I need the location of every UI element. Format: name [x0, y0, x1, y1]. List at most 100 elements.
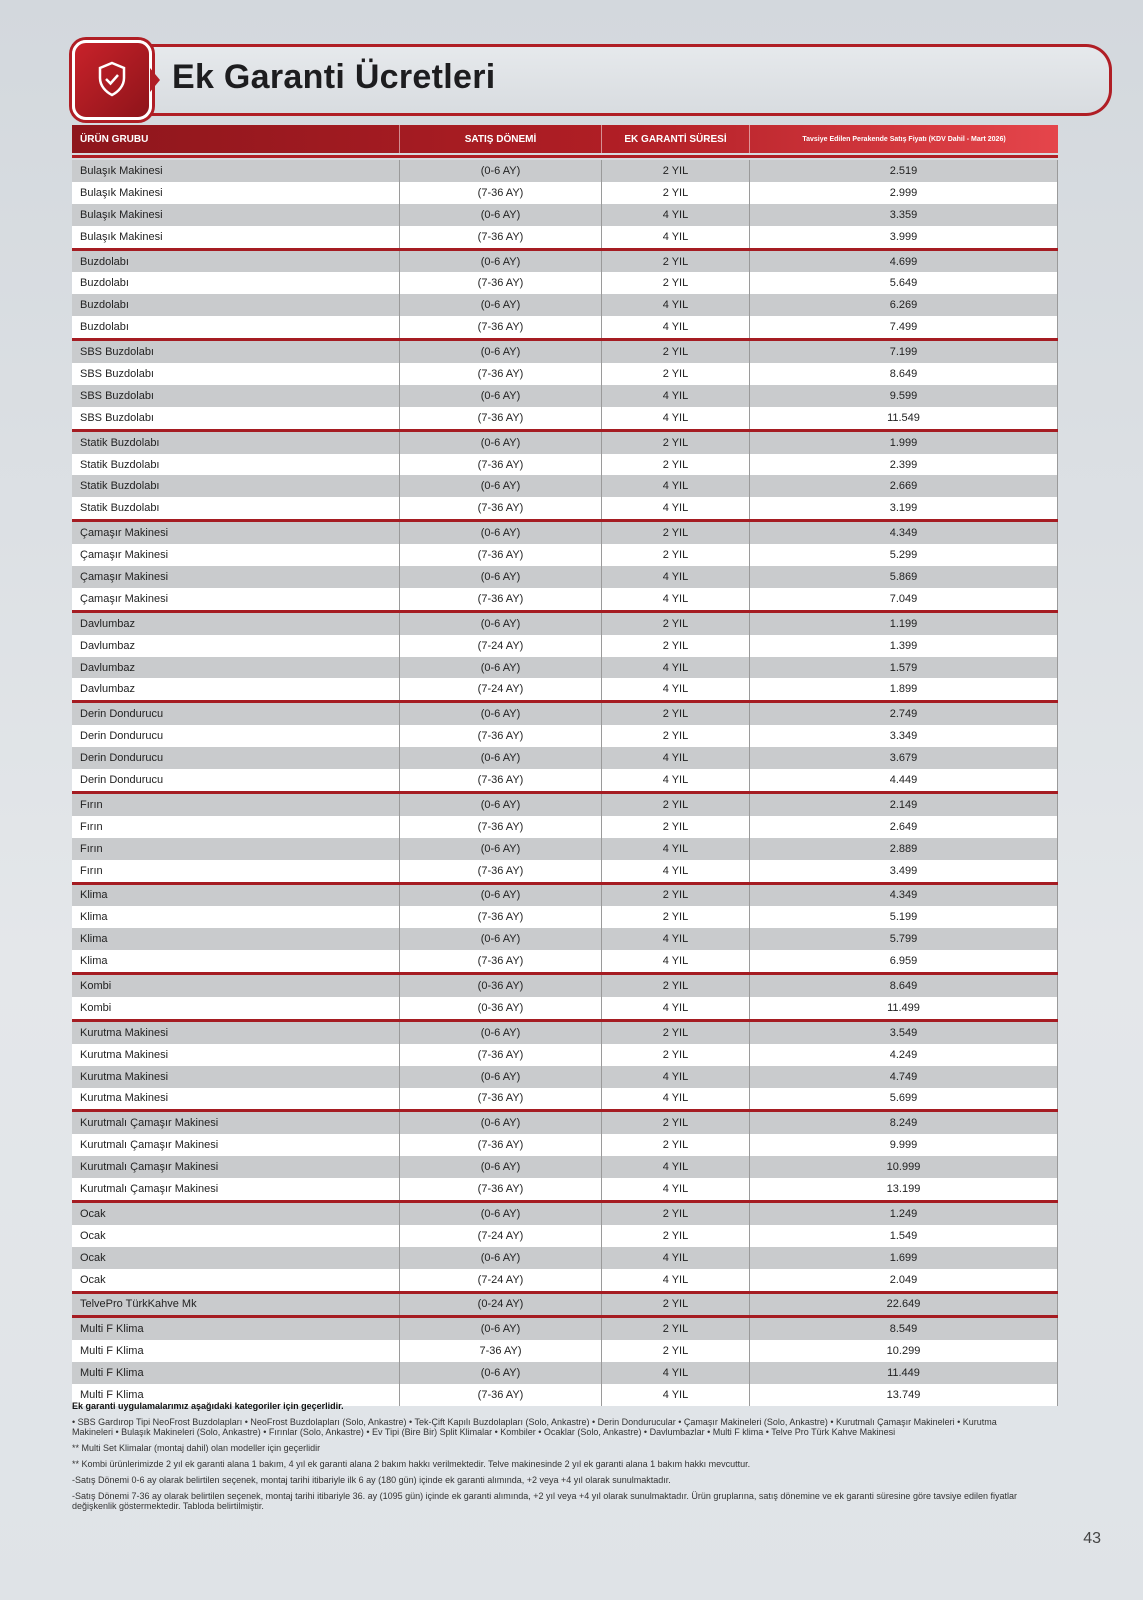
table-header: ÜRÜN GRUBU SATIŞ DÖNEMİ EK GARANTİ SÜRES… — [72, 125, 1058, 153]
cell-price: 5.869 — [750, 566, 1058, 588]
cell-product: Bulaşık Makinesi — [72, 225, 400, 248]
cell-warranty-duration: 4 YIL — [602, 678, 750, 701]
cell-price: 5.699 — [750, 1087, 1058, 1110]
table-row: Kurutma Makinesi (7-36 AY) 2 YIL 4.249 — [72, 1043, 1058, 1066]
cell-sales-period: (7-24 AY) — [400, 1268, 602, 1291]
cell-warranty-duration: 4 YIL — [602, 475, 750, 498]
cell-sales-period: (7-36 AY) — [400, 453, 602, 476]
cell-price: 1.549 — [750, 1224, 1058, 1247]
cell-price: 1.249 — [750, 1202, 1058, 1225]
cell-product: Davlumbaz — [72, 612, 400, 635]
cell-sales-period: (0-6 AY) — [400, 341, 602, 364]
cell-product: SBS Buzdolabı — [72, 341, 400, 364]
cell-sales-period: (0-6 AY) — [400, 1112, 602, 1135]
shield-check-icon — [72, 40, 152, 120]
group-divider — [72, 1109, 1058, 1113]
cell-product: Ocak — [72, 1268, 400, 1291]
cell-product: Klima — [72, 884, 400, 907]
group-divider — [72, 1290, 1058, 1294]
cell-product: Çamaşır Makinesi — [72, 587, 400, 610]
cell-price: 4.449 — [750, 769, 1058, 791]
cell-product: Ocak — [72, 1246, 400, 1269]
table-row: Kurutmalı Çamaşır Makinesi (7-36 AY) 2 YIL… — [72, 1134, 1058, 1157]
cell-product: Derin Dondurucu — [72, 747, 400, 770]
table-row: Klima (0-6 AY) 4 YIL 5.799 — [72, 928, 1058, 951]
cell-warranty-duration: 2 YIL — [602, 815, 750, 838]
table-row: Fırın (7-36 AY) 2 YIL 2.649 — [72, 815, 1058, 838]
group-divider — [72, 790, 1058, 794]
cell-warranty-duration: 2 YIL — [602, 544, 750, 567]
cell-sales-period: (7-36 AY) — [400, 1178, 602, 1200]
table-row: Çamaşır Makinesi (7-36 AY) 2 YIL 5.299 — [72, 544, 1058, 567]
cell-sales-period: (0-6 AY) — [400, 566, 602, 588]
table-row: Ocak (0-6 AY) 4 YIL 1.699 — [72, 1246, 1058, 1269]
cell-warranty-duration: 2 YIL — [602, 1340, 750, 1363]
cell-sales-period: (0-6 AY) — [400, 884, 602, 907]
table-row: Bulaşık Makinesi (7-36 AY) 4 YIL 3.999 — [72, 225, 1058, 248]
cell-price: 9.599 — [750, 384, 1058, 407]
cell-sales-period: (0-6 AY) — [400, 656, 602, 679]
cell-price: 2.519 — [750, 160, 1058, 182]
cell-warranty-duration: 2 YIL — [602, 453, 750, 476]
cell-product: Kurutma Makinesi — [72, 1065, 400, 1088]
cell-sales-period: (7-36 AY) — [400, 544, 602, 567]
table-row: Fırın (7-36 AY) 4 YIL 3.499 — [72, 859, 1058, 882]
cell-price: 4.749 — [750, 1065, 1058, 1088]
cell-warranty-duration: 4 YIL — [602, 406, 750, 429]
cell-product: Multi F Klima — [72, 1384, 400, 1406]
cell-warranty-duration: 2 YIL — [602, 1202, 750, 1225]
cell-warranty-duration: 4 YIL — [602, 1156, 750, 1179]
cell-price: 4.349 — [750, 522, 1058, 545]
table-row: Bulaşık Makinesi (0-6 AY) 4 YIL 3.359 — [72, 203, 1058, 226]
cell-price: 2.399 — [750, 453, 1058, 476]
cell-product: SBS Buzdolabı — [72, 384, 400, 407]
cell-warranty-duration: 2 YIL — [602, 634, 750, 657]
cell-warranty-duration: 2 YIL — [602, 341, 750, 364]
cell-sales-period: (0-6 AY) — [400, 1246, 602, 1269]
cell-sales-period: (0-6 AY) — [400, 747, 602, 770]
table-row: Buzdolabı (7-36 AY) 2 YIL 5.649 — [72, 272, 1058, 295]
cell-sales-period: 7-36 AY) — [400, 1340, 602, 1363]
header-sales-period: SATIŞ DÖNEMİ — [400, 125, 602, 153]
cell-warranty-duration: 4 YIL — [602, 203, 750, 226]
cell-sales-period: (7-36 AY) — [400, 725, 602, 748]
cell-warranty-duration: 4 YIL — [602, 859, 750, 882]
cell-warranty-duration: 2 YIL — [602, 363, 750, 385]
cell-price: 5.199 — [750, 906, 1058, 929]
table-row: Derin Dondurucu (0-6 AY) 2 YIL 2.749 — [72, 703, 1058, 726]
cell-sales-period: (0-6 AY) — [400, 294, 602, 317]
cell-sales-period: (7-36 AY) — [400, 316, 602, 339]
cell-price: 7.199 — [750, 341, 1058, 364]
table-row: Kurutma Makinesi (0-6 AY) 4 YIL 4.749 — [72, 1065, 1058, 1088]
cell-warranty-duration: 4 YIL — [602, 1246, 750, 1269]
cell-price: 4.699 — [750, 250, 1058, 273]
header-divider — [72, 155, 1058, 158]
cell-sales-period: (0-6 AY) — [400, 793, 602, 816]
notes-period2: -Satış Dönemi 7-36 ay olarak belirtilen … — [72, 1491, 1017, 1511]
cell-price: 10.999 — [750, 1156, 1058, 1179]
cell-product: Klima — [72, 950, 400, 973]
table-row: SBS Buzdolabı (7-36 AY) 2 YIL 8.649 — [72, 363, 1058, 385]
cell-price: 5.299 — [750, 544, 1058, 567]
cell-price: 3.499 — [750, 859, 1058, 882]
title-banner — [72, 44, 1112, 116]
page-title: Ek Garanti Ücretleri — [172, 58, 496, 96]
table-row: Buzdolabı (0-6 AY) 4 YIL 6.269 — [72, 294, 1058, 317]
table-row: Buzdolabı (0-6 AY) 2 YIL 4.699 — [72, 250, 1058, 273]
cell-price: 3.549 — [750, 1021, 1058, 1044]
table-row: Klima (7-36 AY) 2 YIL 5.199 — [72, 906, 1058, 929]
cell-warranty-duration: 4 YIL — [602, 587, 750, 610]
cell-warranty-duration: 4 YIL — [602, 225, 750, 248]
cell-sales-period: (7-24 AY) — [400, 678, 602, 701]
cell-product: Kombi — [72, 996, 400, 1019]
cell-product: Kurutmalı Çamaşır Makinesi — [72, 1112, 400, 1135]
cell-price: 1.399 — [750, 634, 1058, 657]
cell-price: 3.199 — [750, 497, 1058, 520]
table-row: Ocak (7-24 AY) 4 YIL 2.049 — [72, 1268, 1058, 1291]
cell-sales-period: (7-36 AY) — [400, 497, 602, 520]
cell-product: Buzdolabı — [72, 272, 400, 295]
cell-sales-period: (7-36 AY) — [400, 769, 602, 791]
cell-price: 3.999 — [750, 225, 1058, 248]
table-row: Kombi (0-36 AY) 2 YIL 8.649 — [72, 975, 1058, 997]
table-row: Buzdolabı (7-36 AY) 4 YIL 7.499 — [72, 316, 1058, 339]
